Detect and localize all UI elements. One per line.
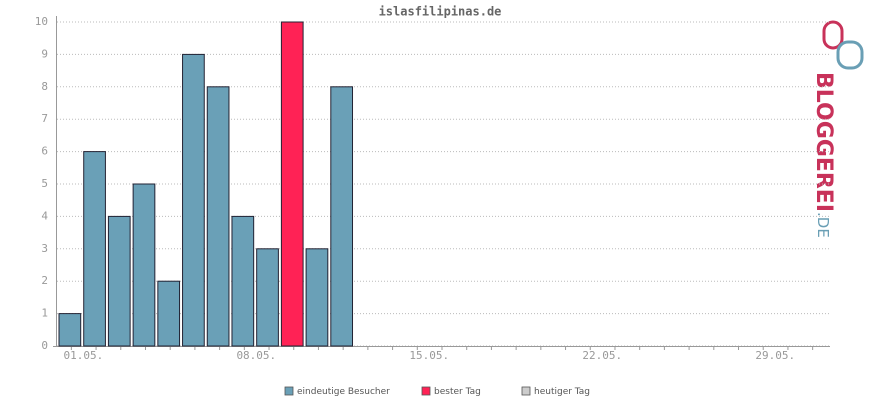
y-tick-label: 5 — [41, 177, 48, 190]
y-tick-label: 4 — [41, 209, 48, 222]
legend-label: eindeutige Besucher — [297, 387, 390, 397]
bar — [206, 86, 230, 347]
y-tick-label: 6 — [41, 145, 48, 158]
bar — [58, 313, 82, 347]
legend-swatch — [284, 386, 294, 396]
legend-label: heutiger Tag — [534, 387, 590, 397]
bar — [280, 21, 304, 347]
y-tick-label: 3 — [41, 242, 48, 255]
bar — [330, 86, 354, 347]
bar — [256, 248, 279, 347]
x-tick-label: 22.05. — [582, 349, 622, 362]
logo-icon — [836, 40, 864, 70]
y-tick-label: 8 — [41, 80, 48, 93]
logo: BLOGGEREI.DE — [811, 20, 864, 238]
y-tick-label: 0 — [41, 339, 48, 352]
x-tick-label: 15.05. — [409, 349, 449, 362]
legend-swatch — [421, 386, 431, 396]
logo-icon — [822, 20, 844, 50]
bar — [107, 215, 131, 347]
legend-label: bester Tag — [434, 387, 481, 397]
x-tick-label: 29.05. — [755, 349, 795, 362]
bar — [182, 53, 205, 347]
bar — [83, 151, 106, 347]
x-tick-label: 08.05. — [236, 349, 276, 362]
bar — [157, 280, 181, 347]
chart-title: islasfilipinas.de — [379, 5, 502, 19]
logo-name: BLOGGEREI — [811, 72, 836, 212]
legend-swatch — [521, 386, 531, 396]
y-tick-label: 10 — [35, 15, 48, 28]
y-tick-label: 9 — [41, 47, 48, 60]
x-tick-label: 01.05. — [63, 349, 103, 362]
bar — [305, 248, 329, 347]
bar — [132, 183, 156, 347]
bar — [231, 215, 255, 347]
y-tick-label: 2 — [41, 274, 48, 287]
logo-text: BLOGGEREI.DE — [811, 72, 836, 238]
y-tick-label: 1 — [41, 307, 48, 320]
y-tick-label: 7 — [41, 112, 48, 125]
logo-suffix: .DE — [815, 212, 833, 238]
